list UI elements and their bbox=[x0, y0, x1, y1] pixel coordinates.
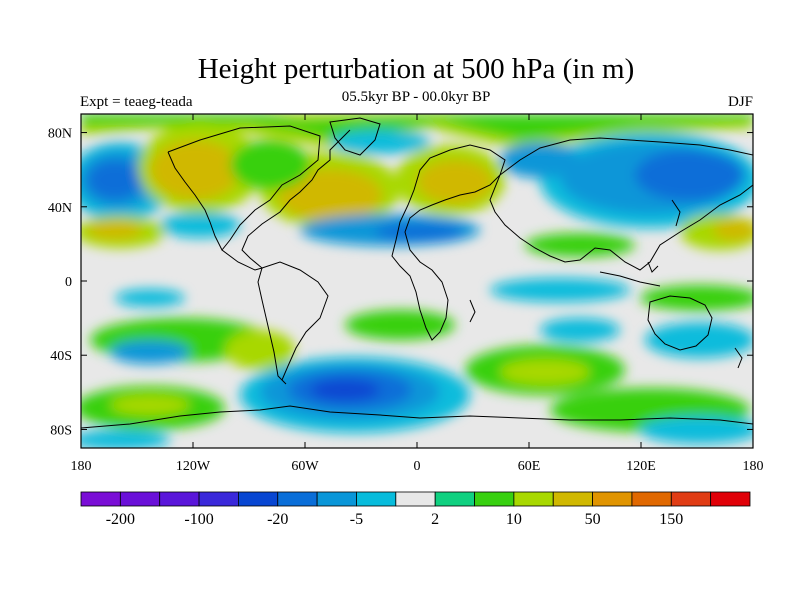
colorbar-bin bbox=[592, 491, 633, 507]
madagascar-coastline bbox=[469, 299, 476, 323]
colorbar-label: -200 bbox=[106, 511, 135, 528]
contour-blobs bbox=[81, 114, 753, 448]
colorbar-bin bbox=[513, 491, 554, 507]
colorbar-label: 10 bbox=[506, 511, 522, 528]
x-axis: 180 120W 60W 0 60E 120E 180 bbox=[71, 114, 764, 474]
y-axis: 80N 40N 0 40S 80S bbox=[48, 127, 753, 438]
x-tick-label: 180 bbox=[743, 459, 764, 474]
y-tick-label: 40S bbox=[50, 349, 72, 364]
y-tick-label: 80N bbox=[48, 127, 72, 142]
chart-subtitle: 05.5kyr BP - 00.0kyr BP bbox=[341, 89, 491, 105]
y-tick-label: 80S bbox=[50, 423, 72, 438]
colorbar-label: -100 bbox=[184, 511, 213, 528]
colorbar-bin bbox=[395, 491, 436, 507]
colorbar-label: 150 bbox=[659, 511, 683, 528]
coastline-layer bbox=[81, 117, 753, 429]
colorbar-bin bbox=[119, 491, 161, 507]
x-tick-label: 120E bbox=[626, 459, 656, 474]
south-america-coastline bbox=[257, 261, 329, 385]
europe-africa-coastline bbox=[391, 144, 506, 341]
colorbar-bin bbox=[434, 491, 475, 507]
japan-coastline bbox=[671, 199, 681, 227]
colorbar-bin bbox=[277, 491, 318, 507]
colorbar-bin bbox=[198, 491, 239, 507]
asia-coastline bbox=[489, 137, 753, 271]
antarctica-coastline bbox=[81, 405, 753, 429]
y-tick-label: 0 bbox=[65, 275, 72, 290]
chart-title: Height perturbation at 500 hPa (in m) bbox=[197, 53, 635, 85]
colorbar-label: 50 bbox=[585, 511, 601, 528]
north-america-west-coast bbox=[167, 151, 223, 251]
indonesia-coastline bbox=[599, 271, 661, 287]
colorbar-bin bbox=[159, 491, 200, 507]
colorbar-bin bbox=[670, 491, 712, 507]
new-zealand-coastline bbox=[734, 347, 743, 369]
x-tick-label: 0 bbox=[414, 459, 421, 474]
colorbar-bin bbox=[631, 491, 672, 507]
x-tick-label: 120W bbox=[176, 459, 211, 474]
x-tick-label: 180 bbox=[71, 459, 92, 474]
north-america-coastline bbox=[167, 125, 351, 271]
colorbar-bin bbox=[552, 491, 593, 507]
colorbar-bin bbox=[80, 491, 121, 507]
x-tick-label: 60W bbox=[291, 459, 319, 474]
colorbar-bin bbox=[474, 491, 515, 507]
philippines-coastline bbox=[647, 261, 659, 273]
season-label: DJF bbox=[727, 94, 753, 110]
colorbar-bin bbox=[356, 491, 397, 507]
colorbar-label: -5 bbox=[350, 511, 363, 528]
colorbar-bin bbox=[710, 491, 751, 507]
contour-fill-layer bbox=[81, 114, 753, 448]
australia-coastline bbox=[647, 295, 713, 351]
y-tick-label: 40N bbox=[48, 201, 72, 216]
colorbar-label: -20 bbox=[267, 511, 288, 528]
colorbar-bin bbox=[238, 491, 279, 507]
colorbar: -200 -100 -20 -5 2 10 50 150 bbox=[80, 491, 751, 528]
x-tick-label: 60E bbox=[518, 459, 541, 474]
colorbar-label: 2 bbox=[431, 511, 439, 528]
colorbar-bin bbox=[316, 491, 357, 507]
experiment-label: Expt = teaeg-teada bbox=[80, 94, 193, 110]
greenland-coastline bbox=[329, 117, 381, 156]
